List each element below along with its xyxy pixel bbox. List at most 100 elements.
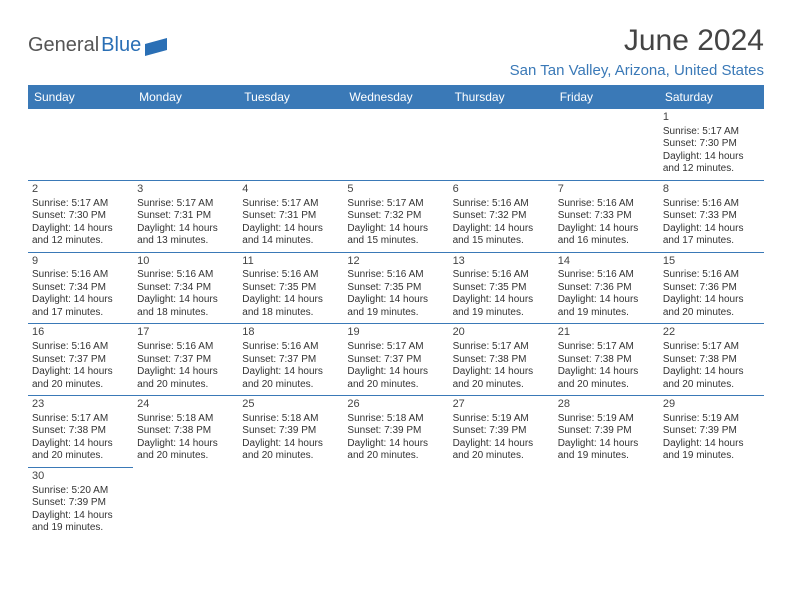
day-number: 10	[137, 255, 234, 269]
cell-line: Sunrise: 5:17 AM	[453, 341, 550, 354]
day-number: 26	[347, 398, 444, 412]
cell-line: Daylight: 14 hours	[347, 366, 444, 379]
day-number: 16	[32, 326, 129, 340]
cell-line: Daylight: 14 hours	[663, 223, 760, 236]
calendar-cell: 7Sunrise: 5:16 AMSunset: 7:33 PMDaylight…	[554, 180, 659, 252]
cell-line: Sunset: 7:34 PM	[137, 282, 234, 295]
calendar-cell: 11Sunrise: 5:16 AMSunset: 7:35 PMDayligh…	[238, 252, 343, 324]
cell-line: Sunset: 7:39 PM	[558, 425, 655, 438]
dayname-wednesday: Wednesday	[343, 85, 448, 109]
cell-line: Sunset: 7:33 PM	[663, 210, 760, 223]
cell-line: and 20 minutes.	[663, 307, 760, 320]
cell-line: Daylight: 14 hours	[453, 294, 550, 307]
cell-line: and 19 minutes.	[453, 307, 550, 320]
cell-line: and 18 minutes.	[242, 307, 339, 320]
cell-line: and 20 minutes.	[558, 379, 655, 392]
cell-line: and 19 minutes.	[558, 450, 655, 463]
cell-line: and 18 minutes.	[137, 307, 234, 320]
cell-line: Sunrise: 5:17 AM	[32, 413, 129, 426]
cell-line: Daylight: 14 hours	[663, 294, 760, 307]
cell-line: Sunset: 7:32 PM	[347, 210, 444, 223]
cell-line: and 20 minutes.	[347, 379, 444, 392]
brand-flag-icon	[145, 38, 171, 56]
cell-line: Sunset: 7:35 PM	[453, 282, 550, 295]
day-number: 27	[453, 398, 550, 412]
cell-line: and 19 minutes.	[347, 307, 444, 320]
dayname-thursday: Thursday	[449, 85, 554, 109]
calendar-cell: 8Sunrise: 5:16 AMSunset: 7:33 PMDaylight…	[659, 180, 764, 252]
cell-line: Daylight: 14 hours	[347, 223, 444, 236]
cell-line: Sunset: 7:38 PM	[663, 354, 760, 367]
cell-line: Daylight: 14 hours	[558, 438, 655, 451]
calendar-cell: 22Sunrise: 5:17 AMSunset: 7:38 PMDayligh…	[659, 324, 764, 396]
calendar-week-row: 1Sunrise: 5:17 AMSunset: 7:30 PMDaylight…	[28, 109, 764, 180]
cell-line: Daylight: 14 hours	[32, 438, 129, 451]
month-title: June 2024	[510, 24, 764, 58]
day-number: 2	[32, 183, 129, 197]
cell-line: Sunset: 7:39 PM	[453, 425, 550, 438]
cell-line: Sunset: 7:39 PM	[347, 425, 444, 438]
cell-line: and 19 minutes.	[663, 450, 760, 463]
day-number: 18	[242, 326, 339, 340]
cell-line: and 19 minutes.	[558, 307, 655, 320]
cell-line: and 16 minutes.	[558, 235, 655, 248]
cell-line: Sunset: 7:38 PM	[137, 425, 234, 438]
day-number: 12	[347, 255, 444, 269]
cell-line: Sunrise: 5:16 AM	[663, 269, 760, 282]
day-number: 9	[32, 255, 129, 269]
cell-line: Daylight: 14 hours	[558, 223, 655, 236]
calendar-cell: 20Sunrise: 5:17 AMSunset: 7:38 PMDayligh…	[449, 324, 554, 396]
calendar-cell: 1Sunrise: 5:17 AMSunset: 7:30 PMDaylight…	[659, 109, 764, 180]
day-number: 8	[663, 183, 760, 197]
calendar-cell: 6Sunrise: 5:16 AMSunset: 7:32 PMDaylight…	[449, 180, 554, 252]
calendar-cell	[238, 109, 343, 180]
cell-line: Sunrise: 5:16 AM	[32, 269, 129, 282]
cell-line: Daylight: 14 hours	[558, 294, 655, 307]
cell-line: Sunset: 7:37 PM	[32, 354, 129, 367]
cell-line: Daylight: 14 hours	[137, 438, 234, 451]
cell-line: Sunrise: 5:16 AM	[558, 269, 655, 282]
calendar-cell: 29Sunrise: 5:19 AMSunset: 7:39 PMDayligh…	[659, 396, 764, 468]
cell-line: Sunset: 7:39 PM	[663, 425, 760, 438]
cell-line: Sunrise: 5:17 AM	[558, 341, 655, 354]
cell-line: Sunrise: 5:16 AM	[453, 269, 550, 282]
cell-line: Sunrise: 5:17 AM	[137, 198, 234, 211]
cell-line: Sunrise: 5:20 AM	[32, 485, 129, 498]
calendar-cell: 30Sunrise: 5:20 AMSunset: 7:39 PMDayligh…	[28, 467, 133, 538]
calendar-cell: 4Sunrise: 5:17 AMSunset: 7:31 PMDaylight…	[238, 180, 343, 252]
day-number: 15	[663, 255, 760, 269]
cell-line: and 20 minutes.	[453, 450, 550, 463]
cell-line: Sunset: 7:32 PM	[453, 210, 550, 223]
cell-line: Sunrise: 5:17 AM	[347, 341, 444, 354]
cell-line: Sunset: 7:35 PM	[242, 282, 339, 295]
cell-line: Sunset: 7:31 PM	[242, 210, 339, 223]
cell-line: and 12 minutes.	[663, 163, 760, 176]
cell-line: Sunrise: 5:16 AM	[137, 269, 234, 282]
day-number: 19	[347, 326, 444, 340]
cell-line: Sunset: 7:39 PM	[242, 425, 339, 438]
calendar-cell	[343, 109, 448, 180]
cell-line: Daylight: 14 hours	[32, 510, 129, 523]
cell-line: and 14 minutes.	[242, 235, 339, 248]
day-number: 11	[242, 255, 339, 269]
calendar-cell	[133, 467, 238, 538]
day-number: 17	[137, 326, 234, 340]
cell-line: Sunset: 7:35 PM	[347, 282, 444, 295]
calendar-cell: 23Sunrise: 5:17 AMSunset: 7:38 PMDayligh…	[28, 396, 133, 468]
calendar-cell: 9Sunrise: 5:16 AMSunset: 7:34 PMDaylight…	[28, 252, 133, 324]
day-number: 5	[347, 183, 444, 197]
calendar-week-row: 9Sunrise: 5:16 AMSunset: 7:34 PMDaylight…	[28, 252, 764, 324]
day-number: 23	[32, 398, 129, 412]
calendar-cell: 13Sunrise: 5:16 AMSunset: 7:35 PMDayligh…	[449, 252, 554, 324]
cell-line: and 20 minutes.	[242, 379, 339, 392]
cell-line: Daylight: 14 hours	[32, 223, 129, 236]
calendar-cell: 27Sunrise: 5:19 AMSunset: 7:39 PMDayligh…	[449, 396, 554, 468]
calendar-cell: 28Sunrise: 5:19 AMSunset: 7:39 PMDayligh…	[554, 396, 659, 468]
cell-line: and 20 minutes.	[347, 450, 444, 463]
cell-line: Daylight: 14 hours	[347, 438, 444, 451]
dayname-tuesday: Tuesday	[238, 85, 343, 109]
cell-line: and 20 minutes.	[242, 450, 339, 463]
cell-line: Sunrise: 5:19 AM	[663, 413, 760, 426]
cell-line: Daylight: 14 hours	[242, 366, 339, 379]
cell-line: Daylight: 14 hours	[137, 223, 234, 236]
